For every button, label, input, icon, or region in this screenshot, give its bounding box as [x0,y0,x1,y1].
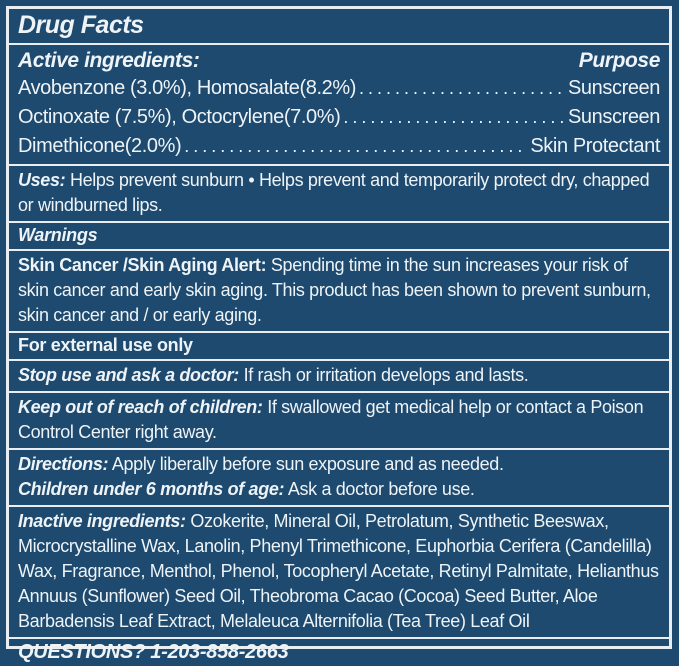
stop-use-heading: Stop use and ask a doctor: [18,365,239,385]
uses-heading: Uses: [18,170,66,190]
uses-text: Helps prevent sunburn • Helps prevent an… [18,170,650,215]
directions-heading: Directions: [18,454,109,474]
external-use-heading: For external use only [9,333,669,361]
children-heading: Children under 6 months of age: [18,479,285,499]
keep-out-heading: Keep out of reach of children: [18,397,263,417]
skin-alert-section: Skin Cancer /Skin Aging Alert: Spending … [9,251,669,333]
inactive-ingredients-text: Ozokerite, Mineral Oil, Petrolatum, Synt… [18,511,659,631]
dot-leader [184,132,527,161]
ingredient-purpose: Sunscreen [567,77,660,99]
dot-leader [343,103,565,132]
directions-line: Directions: Apply liberally before sun e… [18,452,660,477]
stop-use-section: Stop use and ask a doctor: If rash or ir… [9,361,669,393]
ingredient-purpose: Sunscreen [567,106,660,128]
uses-section: Uses: Helps prevent sunburn • Helps prev… [9,166,669,223]
active-ingredients-heading: Active ingredients: [18,49,200,72]
directions-section: Directions: Apply liberally before sun e… [9,450,669,507]
ingredient-name: Octinoxate (7.5%), Octocrylene(7.0%) [18,106,341,128]
ingredient-row: Dimethicone(2.0%) Skin Protectant [18,132,660,161]
inactive-ingredients-heading: Inactive ingredients: [18,511,186,531]
ingredient-row: Octinoxate (7.5%), Octocrylene(7.0%) Sun… [18,103,660,132]
inactive-ingredients-section: Inactive ingredients: Ozokerite, Mineral… [9,507,669,639]
dot-leader [359,74,565,103]
purpose-heading: Purpose [578,49,661,72]
drug-facts-label: Drug Facts Active ingredients: Purpose A… [6,6,672,663]
keep-out-text: If swallowed get medical help or contact… [18,397,644,442]
questions-line: QUESTIONS? 1-203-858-2663 [18,641,289,663]
drug-facts-title: Drug Facts [9,9,669,45]
skin-alert-heading: Skin Cancer /Skin Aging Alert: [18,255,267,275]
active-ingredients-section: Active ingredients: Purpose Avobenzone (… [9,45,669,166]
skin-alert-text: Spending time in the sun increases your … [18,255,651,325]
children-line: Children under 6 months of age: Ask a do… [18,477,660,502]
warnings-heading: Warnings [9,223,669,251]
children-text: Ask a doctor before use. [287,479,475,499]
directions-text: Apply liberally before sun exposure and … [111,454,504,474]
stop-use-text: If rash or irritation develops and lasts… [243,365,529,385]
ingredient-purpose: Skin Protectant [530,135,660,157]
ingredient-name: Avobenzone (3.0%), Homosalate(8.2%) [18,77,357,99]
ingredient-row: Avobenzone (3.0%), Homosalate(8.2%) Suns… [18,74,660,103]
ingredient-name: Dimethicone(2.0%) [18,135,182,157]
keep-out-section: Keep out of reach of children: If swallo… [9,393,669,450]
active-ingredients-header-row: Active ingredients: Purpose [18,47,660,74]
